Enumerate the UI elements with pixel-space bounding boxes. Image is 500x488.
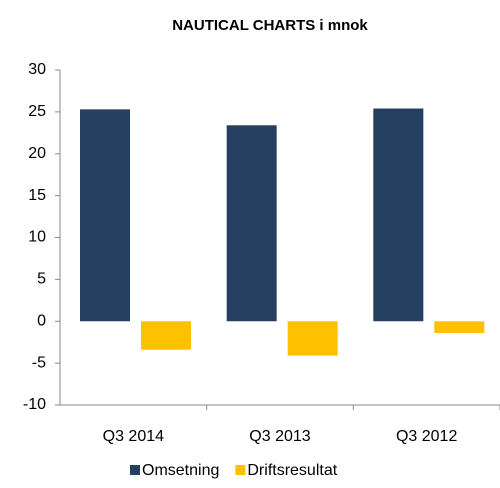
y-tick-label: 15 <box>28 187 46 204</box>
y-tick-label: -10 <box>23 396 46 413</box>
legend-label: Omsetning <box>142 462 219 479</box>
legend-swatch <box>130 465 140 475</box>
chart-title: NAUTICAL CHARTS i mnok <box>172 17 368 34</box>
bar <box>434 321 485 333</box>
y-tick-label: -5 <box>32 354 46 371</box>
y-tick-label: 25 <box>28 103 46 120</box>
y-tick-label: 0 <box>37 312 46 329</box>
bar <box>80 109 130 322</box>
bar <box>226 125 277 322</box>
y-tick-label: 10 <box>28 229 46 246</box>
legend-swatch <box>235 465 246 475</box>
x-tick-label: Q3 2013 <box>249 428 310 445</box>
y-tick-label: 30 <box>28 61 46 78</box>
y-tick-label: 5 <box>37 271 46 288</box>
x-tick-label: Q3 2012 <box>396 428 457 445</box>
x-tick-label: Q3 2014 <box>103 428 164 445</box>
legend-label: Driftsresultat <box>247 462 337 479</box>
y-tick-label: 20 <box>28 145 46 162</box>
bar <box>287 321 338 356</box>
bar <box>141 321 191 350</box>
bar <box>373 108 424 322</box>
